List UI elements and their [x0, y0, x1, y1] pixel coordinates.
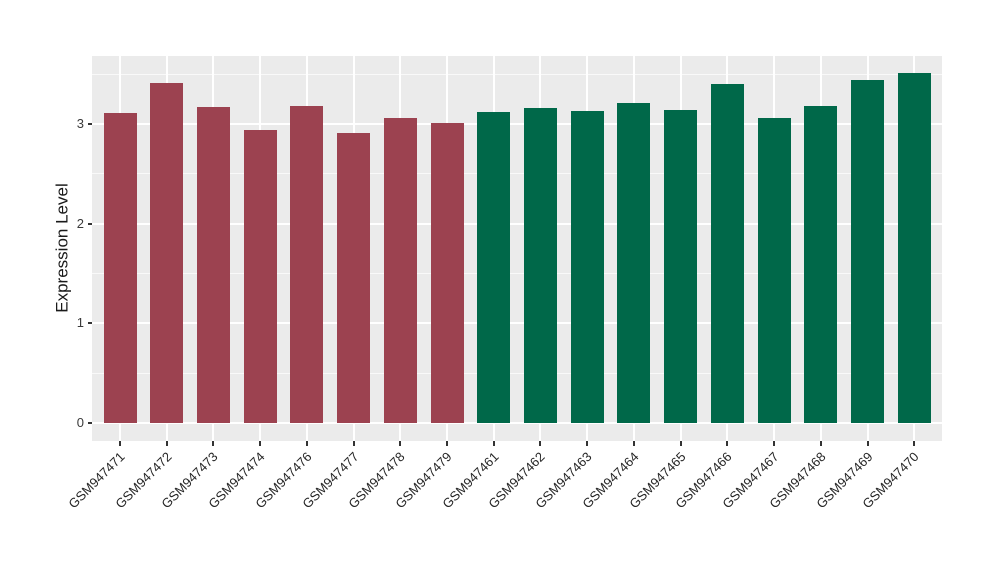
bar-GSM947474: [243, 129, 277, 423]
plot-panel: [92, 56, 942, 441]
x-axis-tick: [539, 441, 542, 446]
x-axis-tick: [165, 441, 168, 446]
y-axis-title: Expression Level: [52, 183, 72, 313]
minor-gridline: [92, 372, 942, 374]
bar-GSM947477: [337, 132, 371, 423]
y-axis-tick: [88, 422, 92, 424]
bar-GSM947479: [430, 122, 464, 423]
bar-GSM947476: [290, 105, 324, 423]
bar-GSM947467: [757, 117, 791, 423]
major-gridline: [92, 422, 942, 424]
x-axis-tick: [446, 441, 449, 446]
bar-GSM947478: [383, 117, 417, 423]
y-axis-tick: [88, 322, 92, 325]
bar-GSM947463: [570, 110, 604, 423]
major-gridline: [92, 322, 942, 325]
bar-GSM947469: [851, 80, 885, 423]
x-axis-tick: [212, 441, 215, 446]
x-axis-tick: [119, 441, 121, 446]
y-tick-label: 3: [76, 115, 84, 131]
minor-gridline: [92, 73, 942, 75]
x-axis-tick: [632, 441, 635, 446]
x-axis-tick: [819, 441, 822, 446]
y-tick-label: 2: [76, 215, 84, 231]
x-axis-tick: [726, 441, 729, 446]
major-gridline: [92, 222, 942, 225]
x-axis-tick: [586, 441, 589, 446]
x-axis-tick: [305, 441, 308, 446]
bar-GSM947473: [196, 106, 230, 423]
x-axis-tick: [913, 441, 916, 446]
y-tick-label: 1: [76, 315, 84, 331]
bar-GSM947470: [897, 73, 931, 423]
bar-GSM947462: [523, 107, 557, 423]
bar-GSM947466: [710, 84, 744, 423]
bar-GSM947464: [617, 102, 651, 423]
x-axis-tick: [866, 441, 869, 446]
x-axis-tick: [679, 441, 682, 446]
bar-GSM947465: [664, 109, 698, 423]
x-axis-tick: [773, 441, 776, 446]
x-axis-tick: [259, 441, 262, 446]
y-tick-label: 0: [76, 415, 84, 430]
major-gridline: [92, 122, 942, 125]
y-axis-tick: [88, 122, 92, 125]
x-axis-tick: [492, 441, 495, 446]
bar-GSM947471: [103, 112, 137, 423]
bar-GSM947468: [804, 105, 838, 423]
minor-gridline: [92, 272, 942, 274]
bar-GSM947461: [477, 111, 511, 423]
minor-gridline: [92, 173, 942, 175]
bar-GSM947472: [150, 83, 184, 423]
x-axis-tick: [399, 441, 402, 446]
y-axis-tick: [88, 222, 92, 225]
x-axis-tick: [352, 441, 355, 446]
